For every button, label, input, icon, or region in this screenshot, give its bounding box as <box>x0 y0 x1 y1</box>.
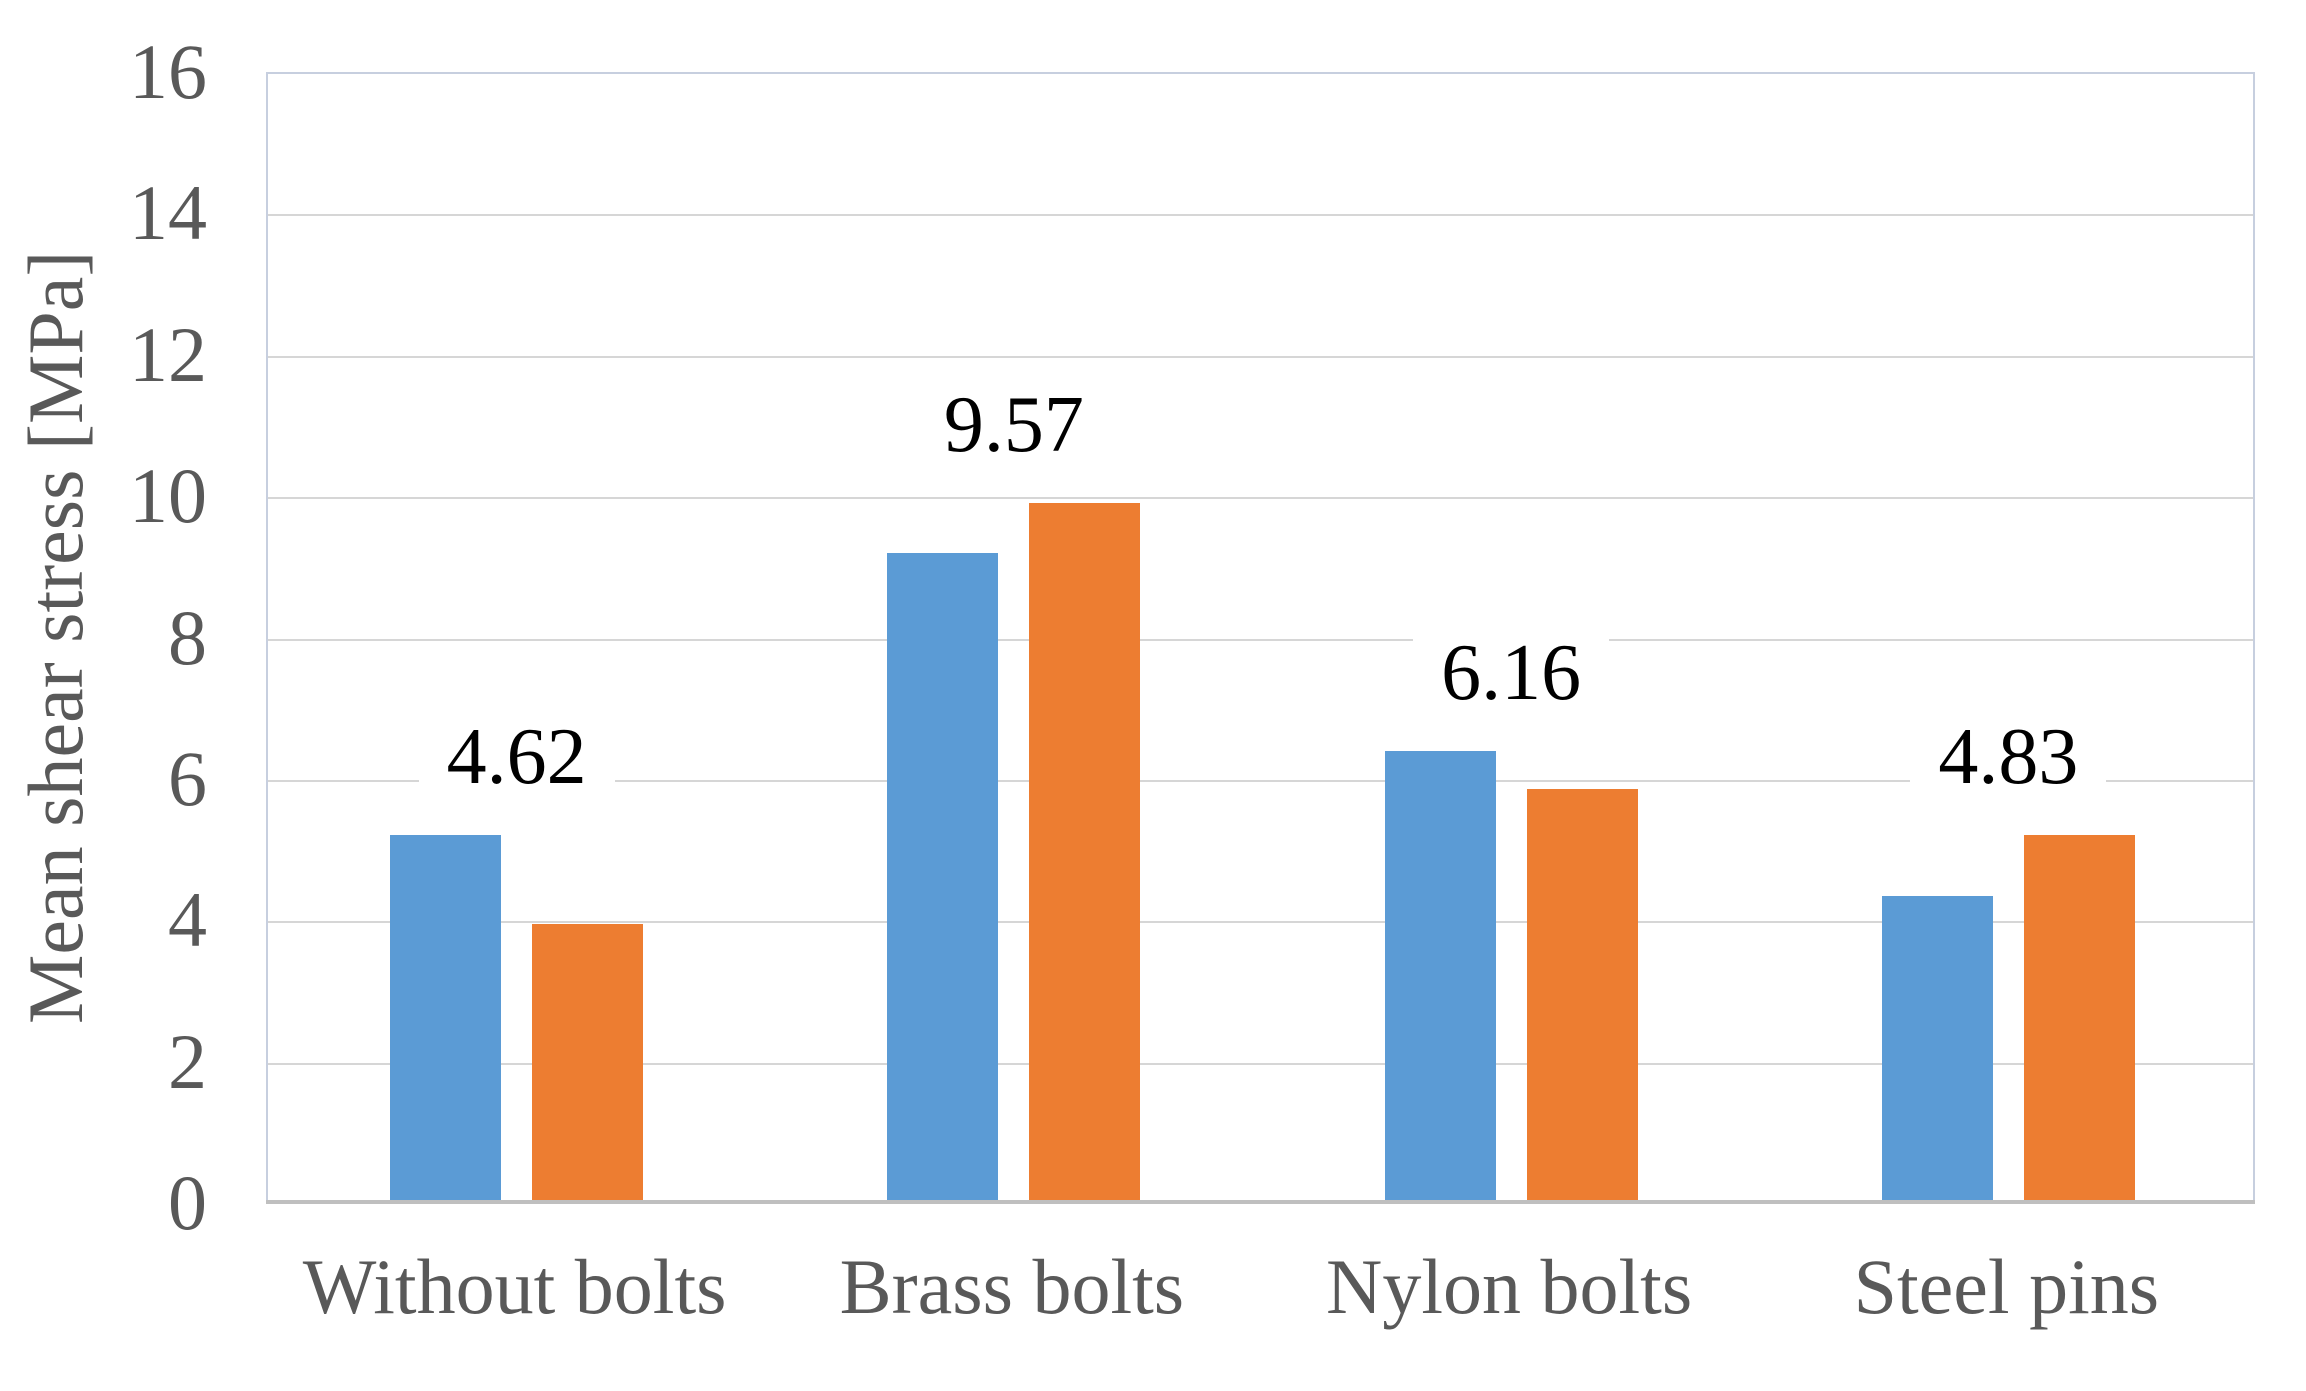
y-tick-label-10: 10 <box>129 452 207 540</box>
y-tick-label-16: 16 <box>129 28 207 115</box>
y-tick-label-14: 14 <box>129 169 207 257</box>
y-tick-label-2: 2 <box>168 1017 207 1105</box>
y-tick-label-4: 4 <box>168 876 207 964</box>
bar-without-bolts-series2 <box>532 923 644 1203</box>
data-label-steel-pins: 4.83 <box>1760 713 2257 802</box>
bar-without-bolts-series1 <box>390 835 502 1203</box>
gridline-y-4 <box>268 921 2253 924</box>
bar-steel-pins-series2 <box>2023 835 2135 1203</box>
y-tick-label-0: 0 <box>168 1159 207 1246</box>
bar-brass-bolts-series2 <box>1029 503 1141 1203</box>
x-category-label-without-bolts: Without bolts <box>302 1243 727 1330</box>
data-label-nylon-bolts: 6.16 <box>1263 628 1760 717</box>
gridline-y-2 <box>268 1062 2253 1065</box>
data-label-brass-bolts: 9.57 <box>765 381 1262 470</box>
x-category-label-brass-bolts: Brass bolts <box>839 1243 1185 1330</box>
y-tick-label-12: 12 <box>129 310 207 398</box>
gridline-y-10 <box>268 497 2253 500</box>
x-category-label-steel-pins: Steel pins <box>1853 1243 2160 1330</box>
y-tick-label-6: 6 <box>168 734 207 822</box>
bar-nylon-bolts-series2 <box>1526 789 1638 1203</box>
data-label-without-bolts: 4.62 <box>268 713 765 802</box>
gridline-y-8 <box>268 638 2253 641</box>
x-axis-labels: Without bolts Brass bolts Nylon bolts Steel… <box>266 1240 2255 1334</box>
x-axis-line <box>266 1200 2255 1204</box>
gridline-y-6 <box>268 779 2253 782</box>
bar-steel-pins-series1 <box>1881 895 1993 1203</box>
gridline-y-12 <box>268 355 2253 358</box>
x-category-label-nylon-bolts: Nylon bolts <box>1326 1243 1693 1330</box>
plot-area: 4.62 9.57 6.16 4.83 <box>266 72 2257 1204</box>
bar-nylon-bolts-series1 <box>1384 750 1496 1203</box>
gridline-y-14 <box>268 214 2253 217</box>
y-tick-label-8: 8 <box>168 593 207 681</box>
bar-brass-bolts-series1 <box>887 552 999 1203</box>
